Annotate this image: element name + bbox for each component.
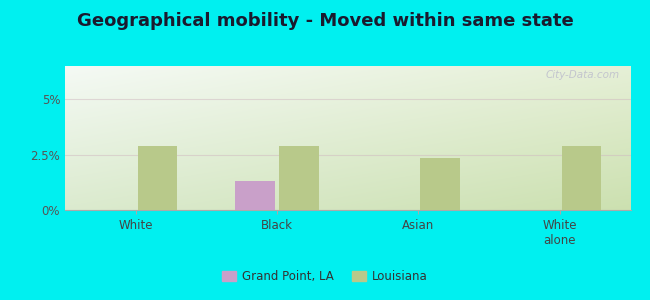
Text: Geographical mobility - Moved within same state: Geographical mobility - Moved within sam… [77, 12, 573, 30]
Bar [279, 146, 318, 210]
Bar [421, 158, 460, 210]
Legend: Grand Point, LA, Louisiana: Grand Point, LA, Louisiana [218, 266, 432, 288]
Bar [562, 146, 601, 210]
Bar [235, 181, 275, 210]
Text: City-Data.com: City-Data.com [545, 70, 619, 80]
Bar [138, 146, 177, 210]
